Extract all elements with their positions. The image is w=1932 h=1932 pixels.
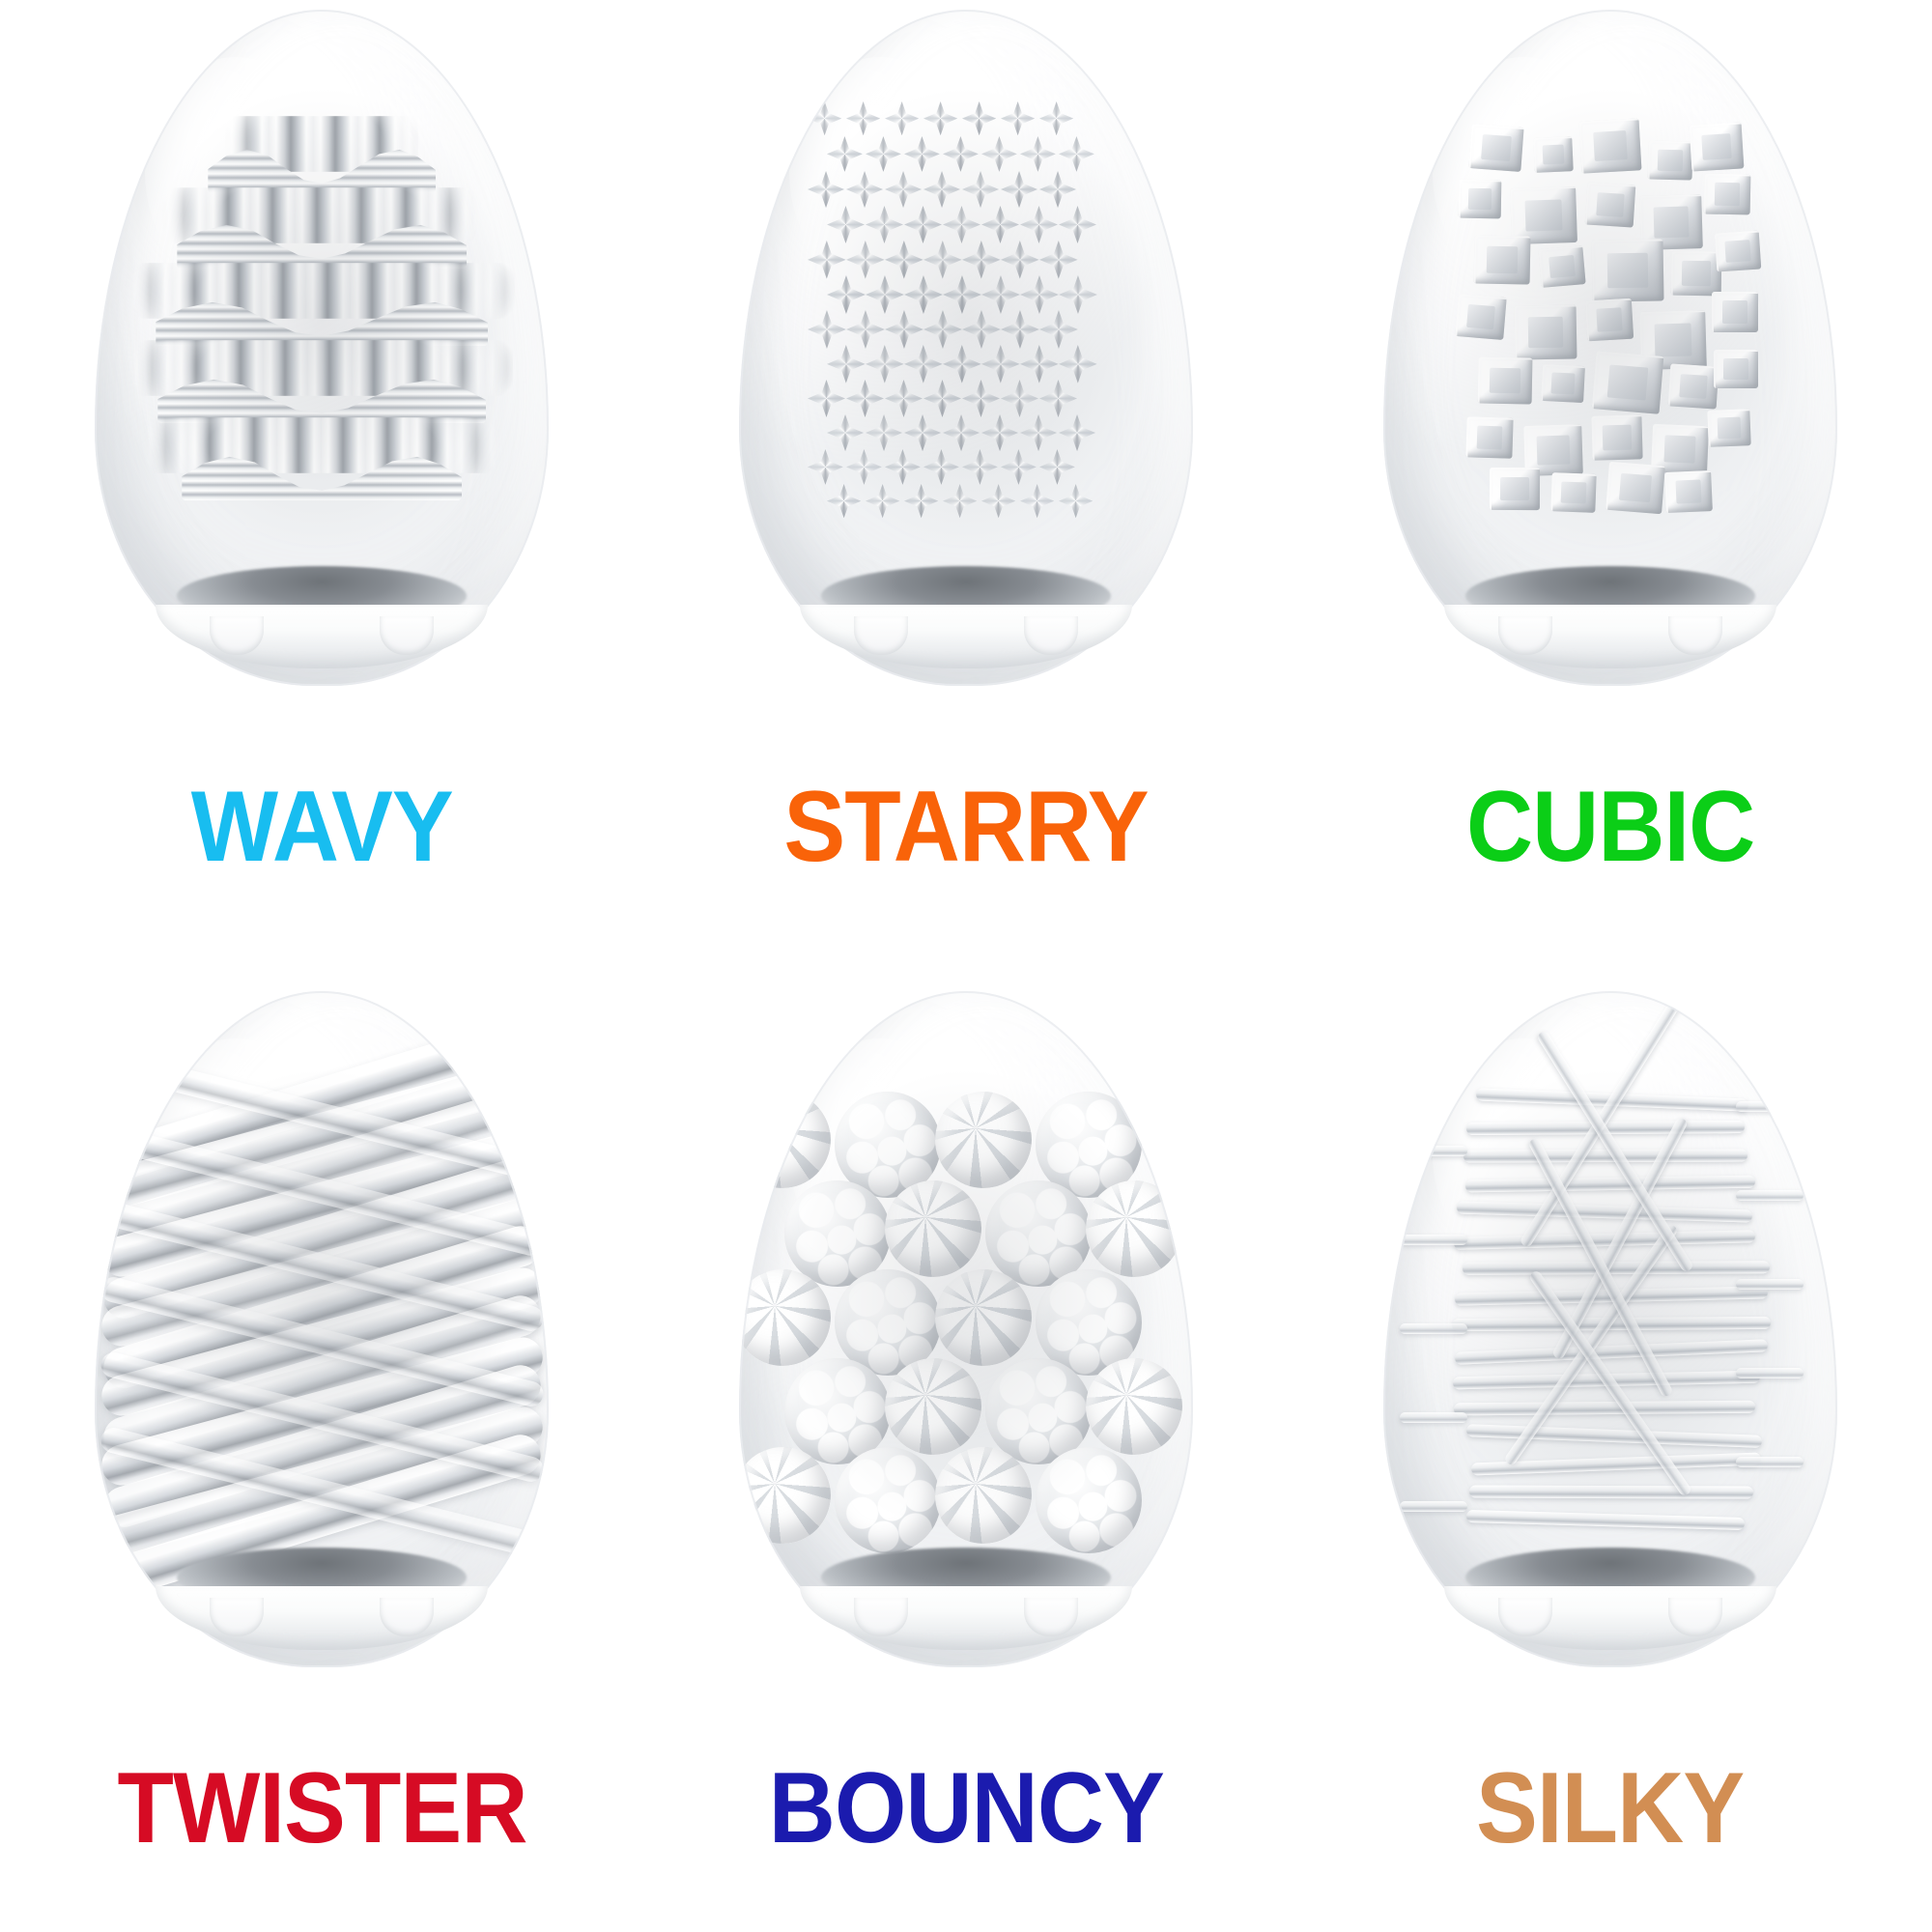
- product-grid: WAVY STARRY: [0, 0, 1932, 1932]
- egg-base-rim: [156, 1586, 488, 1650]
- product-label-twister: TWISTER: [117, 1758, 526, 1859]
- product-label-bouncy: BOUNCY: [768, 1758, 1163, 1859]
- product-card-wavy[interactable]: WAVY: [0, 0, 644, 966]
- product-label-silky: SILKY: [1476, 1758, 1744, 1859]
- product-label-starry: STARRY: [783, 777, 1148, 877]
- egg-render-bouncy: [696, 991, 1236, 1754]
- product-card-cubic[interactable]: CUBIC: [1288, 0, 1932, 966]
- egg-render-starry: [696, 10, 1236, 773]
- egg-render-wavy: [51, 10, 592, 773]
- product-label-wavy: WAVY: [191, 777, 453, 877]
- product-card-bouncy[interactable]: BOUNCY: [644, 966, 1289, 1932]
- egg-base: [739, 566, 1193, 692]
- egg-base-rim: [156, 605, 488, 668]
- egg-render-silky: [1340, 991, 1881, 1754]
- egg-base: [739, 1548, 1193, 1673]
- egg-render-twister: [51, 991, 592, 1754]
- product-label-cubic: CUBIC: [1465, 777, 1753, 877]
- product-card-twister[interactable]: TWISTER: [0, 966, 644, 1932]
- product-card-silky[interactable]: SILKY: [1288, 966, 1932, 1932]
- egg-base: [95, 566, 549, 692]
- egg-render-cubic: [1340, 10, 1881, 773]
- product-card-starry[interactable]: STARRY: [644, 0, 1289, 966]
- egg-base-rim: [1444, 605, 1776, 668]
- egg-base-rim: [800, 605, 1132, 668]
- egg-base-rim: [1444, 1586, 1776, 1650]
- egg-base: [95, 1548, 549, 1673]
- egg-base: [1383, 566, 1837, 692]
- egg-base: [1383, 1548, 1837, 1673]
- egg-base-rim: [800, 1586, 1132, 1650]
